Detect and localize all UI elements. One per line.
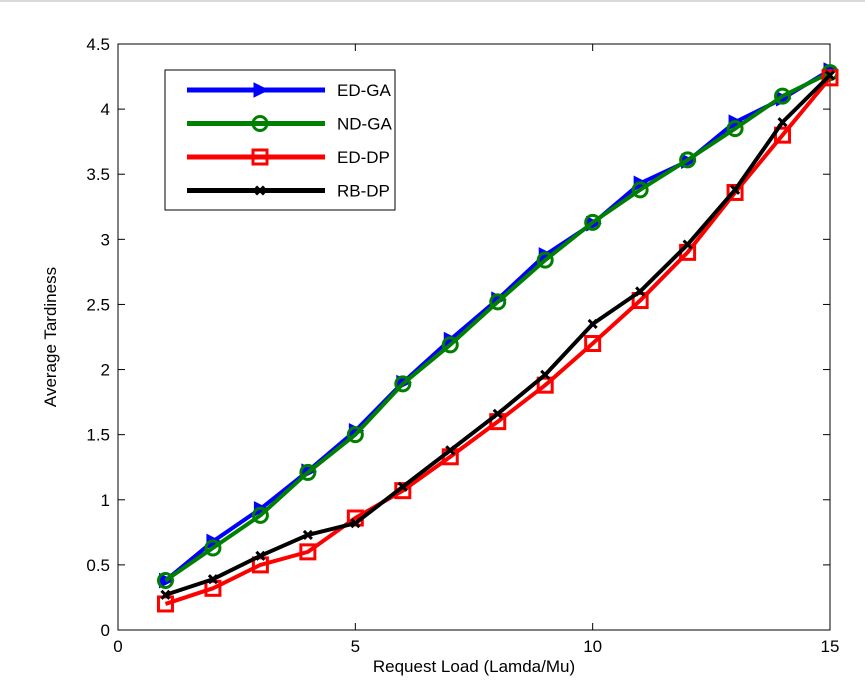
data-point: [774, 87, 792, 105]
x-tick-label: 15: [821, 637, 840, 656]
series-rb-dp: [160, 70, 836, 600]
legend-label: ED-GA: [337, 81, 392, 100]
y-axis-label: Average Tardiness: [41, 267, 60, 407]
data-point: [492, 408, 503, 419]
data-point: [726, 183, 744, 201]
y-tick-label: 3: [101, 230, 110, 249]
plot-area: [117, 43, 831, 631]
legend-label: ED-DP: [337, 148, 390, 167]
x-tick-label: 0: [113, 637, 122, 656]
legend-entry: ED-DP: [187, 148, 390, 167]
data-point: [299, 543, 317, 561]
y-tick-label: 2: [101, 361, 110, 380]
data-point: [536, 376, 554, 394]
x-axis-label: Request Load (Lamda/Mu): [373, 657, 575, 676]
data-point: [397, 481, 408, 492]
y-tick-label: 0: [101, 621, 110, 640]
y-tick-label: 1: [101, 491, 110, 510]
legend-marker: [251, 148, 269, 166]
data-point: [156, 572, 174, 590]
legend-marker: [251, 115, 269, 132]
data-point: [346, 426, 364, 444]
y-tick-label: 0.5: [86, 556, 110, 575]
data-point: [299, 463, 317, 481]
data-point: [821, 69, 839, 87]
data-point: [441, 336, 459, 354]
data-point: [635, 286, 646, 297]
data-point: [536, 251, 554, 269]
x-tick-label: 5: [351, 637, 360, 656]
legend-entry: RB-DP: [187, 182, 390, 201]
data-point: [207, 574, 218, 585]
x-tick-label: 10: [583, 637, 602, 656]
y-tick-label: 4: [101, 100, 110, 119]
data-point: [251, 506, 269, 524]
legend-box: [164, 69, 396, 211]
series-line: [164, 70, 831, 583]
legend-marker: [254, 185, 266, 196]
data-point: [350, 518, 361, 529]
legend: ED-GA ND-GA ED-DP RB-DP: [164, 69, 396, 211]
data-point: [204, 539, 222, 557]
data-point: [777, 117, 788, 128]
data-point: [445, 445, 456, 456]
series-lines: [156, 62, 840, 613]
data-point: [679, 151, 697, 169]
top-border: [0, 0, 865, 2]
data-point: [587, 318, 598, 330]
data-point: [730, 184, 741, 195]
data-point: [584, 335, 602, 353]
data-point: [726, 120, 744, 138]
legend-label: ND-GA: [337, 115, 392, 134]
data-point: [394, 375, 412, 393]
data-point: [302, 529, 313, 540]
legend-entry: ND-GA: [187, 115, 392, 134]
data-point: [255, 550, 266, 561]
data-point: [489, 293, 507, 311]
data-point: [584, 213, 602, 231]
y-tick-label: 4.5: [86, 35, 110, 54]
data-point: [160, 589, 171, 600]
data-point: [682, 239, 693, 250]
axis-ticks: 0 5 10 15 0 0.5 1 1.5 2 2.5 3 3.5 4 4.5: [86, 35, 839, 656]
data-point: [540, 369, 551, 380]
legend-entry: ED-GA: [187, 81, 392, 100]
legend-marker: [253, 82, 270, 98]
y-tick-label: 2.5: [86, 295, 110, 314]
y-tick-label: 3.5: [86, 165, 110, 184]
y-tick-label: 1.5: [86, 426, 110, 445]
data-point: [631, 181, 649, 199]
legend-label: RB-DP: [337, 182, 390, 201]
data-point: [824, 70, 836, 81]
series-line: [164, 76, 832, 606]
